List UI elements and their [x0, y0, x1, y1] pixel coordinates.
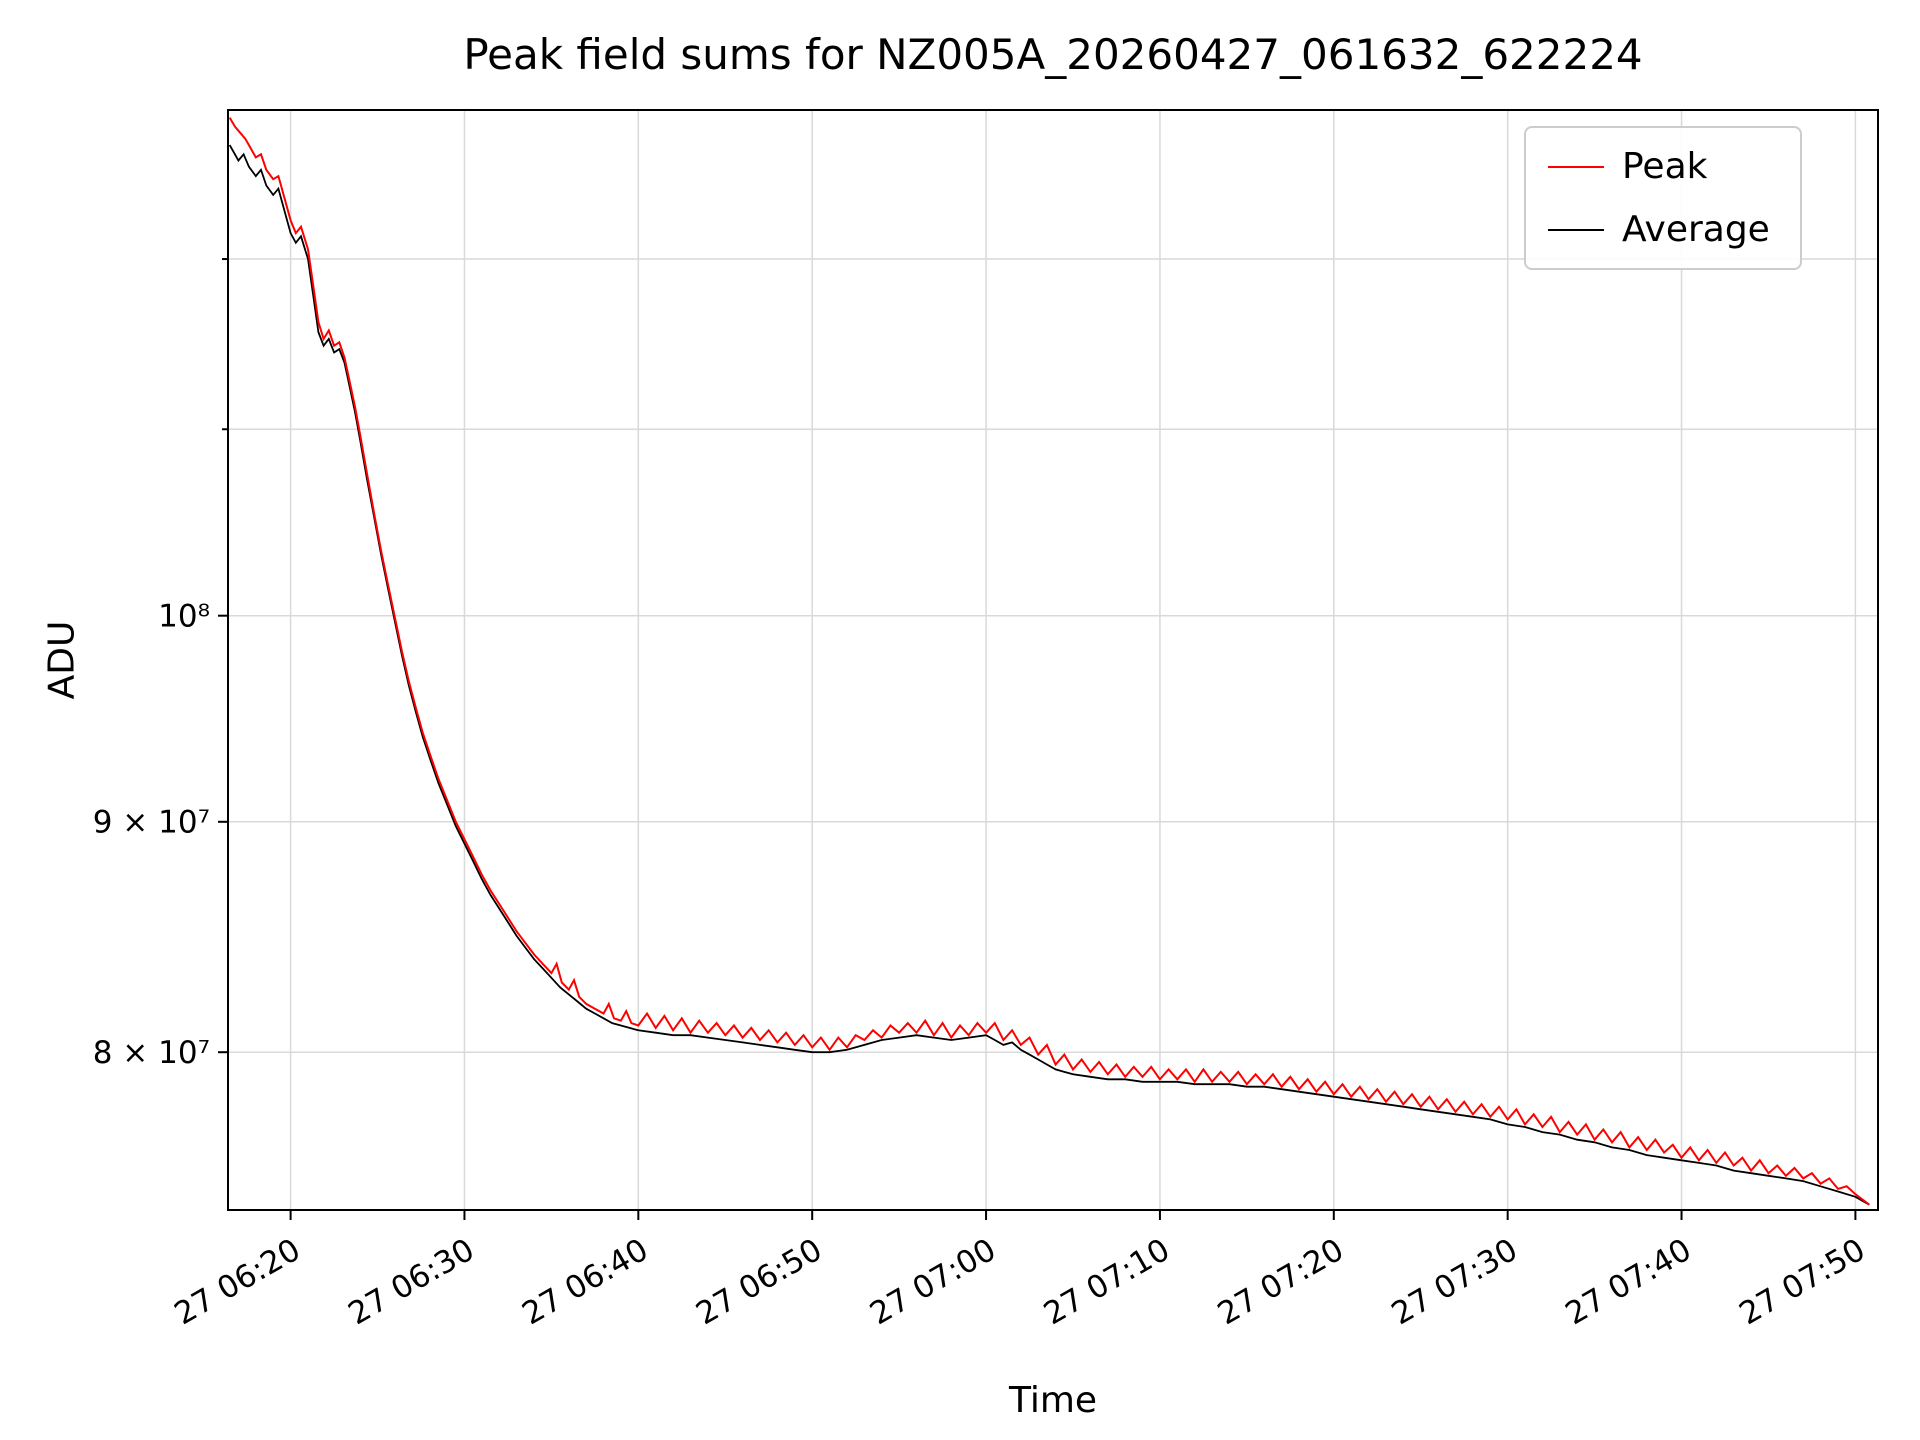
- y-tick-label: 9 × 10⁷: [93, 805, 210, 841]
- x-tick-label: 27 07:30: [1386, 1232, 1524, 1332]
- x-tick-label: 27 06:20: [169, 1232, 307, 1332]
- legend-line-average: [1548, 228, 1604, 231]
- legend-line-peak: [1548, 165, 1604, 168]
- series-line-average: [228, 144, 1870, 1206]
- legend: Peak Average: [1524, 126, 1802, 270]
- x-tick-label: 27 07:10: [1038, 1232, 1176, 1332]
- chart-title: Peak field sums for NZ005A_20260427_0616…: [463, 30, 1643, 79]
- gridlines: [228, 110, 1878, 1210]
- series-line-peak: [228, 117, 1870, 1206]
- legend-entry-average: Average: [1548, 209, 1770, 250]
- x-tick-label: 27 07:40: [1559, 1232, 1697, 1332]
- y-tick-label: 10⁸: [158, 599, 210, 635]
- legend-entry-peak: Peak: [1548, 146, 1770, 187]
- x-tick-label: 27 06:50: [690, 1232, 828, 1332]
- x-tick-label: 27 06:40: [516, 1232, 654, 1332]
- x-tick-label: 27 06:30: [342, 1232, 480, 1332]
- y-tick-label: 8 × 10⁷: [93, 1035, 210, 1071]
- legend-label-peak: Peak: [1622, 146, 1708, 187]
- tick-marks: [218, 258, 1857, 1220]
- axes-spines: [227, 109, 1879, 1211]
- x-tick-label: 27 07:50: [1733, 1232, 1871, 1332]
- legend-label-average: Average: [1622, 209, 1770, 250]
- x-tick-label: 27 07:20: [1212, 1232, 1350, 1332]
- tick-labels: 27 06:20 27 06:30 27 06:40 27 06:50 27 07:00…: [93, 599, 1872, 1333]
- x-tick-label: 27 07:00: [864, 1232, 1002, 1332]
- x-axis-label: Time: [1008, 1380, 1098, 1421]
